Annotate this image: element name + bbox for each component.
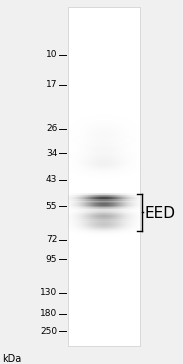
- Text: 34: 34: [46, 149, 57, 158]
- Bar: [68, 7, 140, 345]
- Text: 250: 250: [40, 327, 57, 336]
- Text: 17: 17: [46, 80, 57, 89]
- Text: 43: 43: [46, 175, 57, 184]
- Text: 26: 26: [46, 124, 57, 133]
- Text: 130: 130: [40, 288, 57, 297]
- Text: 72: 72: [46, 235, 57, 244]
- Text: 55: 55: [46, 202, 57, 211]
- Text: EED: EED: [145, 206, 176, 221]
- Text: 180: 180: [40, 309, 57, 318]
- Text: 10: 10: [46, 50, 57, 59]
- Text: kDa: kDa: [2, 355, 21, 364]
- Text: 95: 95: [46, 255, 57, 264]
